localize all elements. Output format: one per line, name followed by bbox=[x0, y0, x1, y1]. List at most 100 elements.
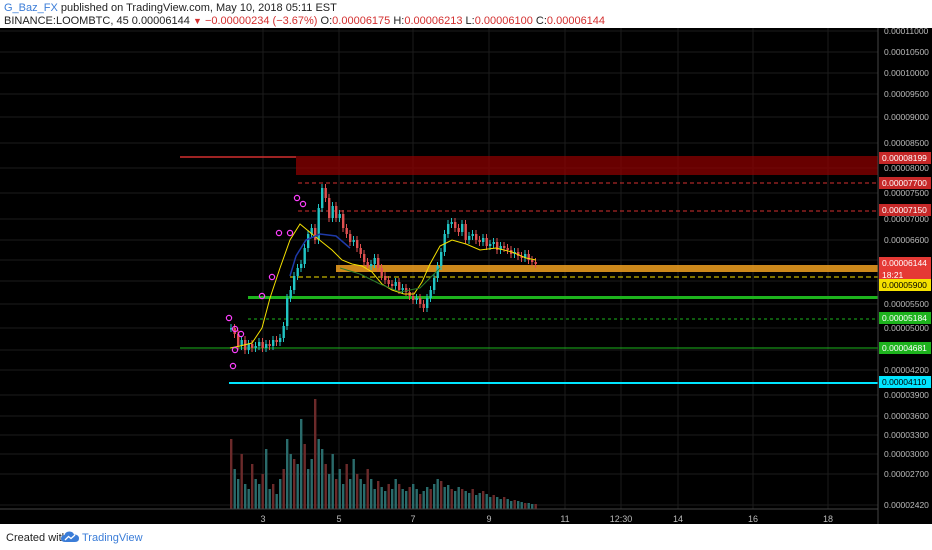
price-tag-bg bbox=[879, 257, 931, 269]
candle-body bbox=[482, 238, 485, 242]
volume-bar bbox=[517, 501, 520, 509]
candle-body bbox=[307, 234, 310, 248]
price-tag-bg bbox=[879, 269, 931, 281]
volume-bar bbox=[233, 469, 236, 509]
candle-body bbox=[335, 206, 338, 218]
annotation-zones bbox=[180, 156, 878, 384]
price-tag-bg bbox=[879, 177, 931, 189]
volume-bar bbox=[499, 499, 502, 509]
volume-bar bbox=[401, 489, 404, 509]
candle-body bbox=[485, 238, 488, 246]
volume-bar bbox=[258, 484, 261, 509]
price-tag-bg bbox=[879, 279, 931, 291]
candle-body bbox=[506, 248, 509, 250]
candle-body bbox=[349, 234, 352, 242]
price-tick-label: 0.00007000 bbox=[884, 214, 929, 224]
price-tick-label: 0.00009500 bbox=[884, 89, 929, 99]
price-candles bbox=[230, 184, 537, 354]
volume-bar bbox=[384, 491, 387, 509]
candle-body bbox=[447, 224, 450, 234]
price-tag-text: 0.00005184 bbox=[882, 313, 927, 323]
time-tick-label: 9 bbox=[486, 514, 491, 524]
volume-bar bbox=[335, 479, 338, 509]
price-tick-label: 0.00002700 bbox=[884, 469, 929, 479]
price-tag-bg bbox=[879, 376, 931, 388]
candle-body bbox=[300, 264, 303, 268]
candle-body bbox=[471, 234, 474, 236]
volume-bar bbox=[289, 454, 292, 509]
volume-bar bbox=[475, 495, 478, 509]
volume-bar bbox=[436, 479, 439, 509]
candle-body bbox=[296, 268, 299, 276]
price-tag-text: 0.00008199 bbox=[882, 153, 927, 163]
price-axis-ticks: 0.00011000 0.00010500 0.00010000 0.00009500… bbox=[884, 28, 929, 510]
candle-body bbox=[345, 228, 348, 234]
signal-marker bbox=[237, 330, 245, 338]
price-tick-label: 0.00005000 bbox=[884, 323, 929, 333]
volume-bar bbox=[230, 439, 233, 509]
volume-bar bbox=[440, 481, 443, 509]
candle-body bbox=[317, 208, 320, 240]
volume-bar bbox=[387, 484, 390, 509]
volume-bar bbox=[317, 439, 320, 509]
volume-bar bbox=[279, 479, 282, 509]
signal-marker bbox=[231, 325, 239, 333]
support-zone-box[interactable] bbox=[248, 296, 878, 299]
candle-body bbox=[286, 298, 289, 326]
volume-bar bbox=[366, 469, 369, 509]
volume-bar bbox=[331, 454, 334, 509]
volume-bar bbox=[359, 479, 362, 509]
candle-body bbox=[405, 288, 408, 292]
volume-bar bbox=[265, 449, 268, 509]
candle-body bbox=[265, 344, 268, 348]
candle-body bbox=[387, 280, 390, 284]
footer-created-text: Created with bbox=[6, 532, 68, 544]
volume-bar bbox=[415, 489, 418, 509]
price-change: −0.00000234 (−3.67%) bbox=[204, 15, 318, 27]
candle-body bbox=[328, 198, 331, 218]
candle-body bbox=[531, 260, 534, 262]
volume-bar bbox=[408, 487, 411, 509]
last-price: 0.00006144 bbox=[131, 15, 190, 27]
candle-body bbox=[356, 240, 359, 248]
volume-bar bbox=[352, 459, 355, 509]
chart-pane[interactable]: 0.00011000 0.00010500 0.00010000 0.00009500… bbox=[0, 28, 932, 524]
candle-body bbox=[426, 298, 429, 308]
candle-body bbox=[293, 276, 296, 290]
author-link[interactable]: G_Baz_FX bbox=[4, 2, 58, 14]
volume-bar bbox=[461, 489, 464, 509]
volume-bar bbox=[422, 491, 425, 509]
volume-bar bbox=[524, 503, 527, 509]
signal-marker bbox=[286, 229, 294, 237]
tradingview-link[interactable]: TradingView bbox=[82, 532, 143, 544]
price-tag-text: 0.00007150 bbox=[882, 205, 927, 215]
volume-bar bbox=[338, 469, 341, 509]
volume-bar bbox=[503, 497, 506, 509]
volume-bar bbox=[300, 419, 303, 509]
time-tick-label: 5 bbox=[336, 514, 341, 524]
candle-body bbox=[443, 234, 446, 252]
volume-bar bbox=[457, 487, 460, 509]
order-zone-box[interactable] bbox=[336, 265, 878, 272]
supply-zone-box[interactable] bbox=[296, 156, 878, 175]
volume-bar bbox=[272, 484, 275, 509]
candle-body bbox=[338, 214, 341, 218]
candle-body bbox=[468, 236, 471, 240]
volume-bar bbox=[247, 489, 250, 509]
chart-canvas[interactable]: 0.00011000 0.00010500 0.00010000 0.00009500… bbox=[0, 28, 932, 524]
time-tick-label: 7 bbox=[410, 514, 415, 524]
volume-bar bbox=[478, 493, 481, 509]
candle-body bbox=[461, 224, 464, 232]
volume-bar bbox=[496, 497, 499, 509]
candle-body bbox=[342, 214, 345, 228]
candle-body bbox=[503, 246, 506, 248]
time-axis-ticks: 3 5 7 9 11 12:30 14 16 18 bbox=[260, 514, 833, 524]
ema-slow-line bbox=[289, 233, 351, 277]
tradingview-cloud-icon[interactable] bbox=[60, 530, 80, 547]
volume-bar bbox=[454, 491, 457, 509]
price-tick-label: 0.00003300 bbox=[884, 430, 929, 440]
low-label: L: bbox=[465, 15, 475, 27]
volume-bar bbox=[405, 491, 408, 509]
symbol-label[interactable]: BINANCE:LOOMBTC, 45 bbox=[4, 15, 129, 27]
price-tick-label: 0.00002420 bbox=[884, 500, 929, 510]
